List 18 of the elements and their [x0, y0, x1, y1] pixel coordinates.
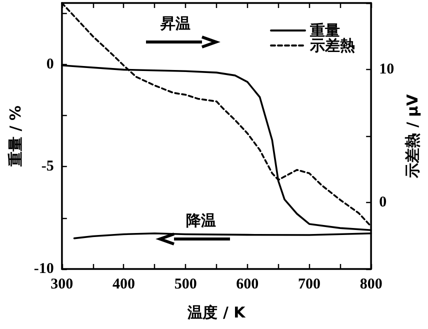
- legend-label: 重量: [309, 22, 340, 40]
- annotation: 昇温: [160, 14, 190, 34]
- annotation: 降温: [186, 212, 216, 231]
- x-tick-label: 800: [360, 276, 382, 292]
- y-axis-title: 重量 / %: [6, 106, 24, 168]
- legend-label: 示差熱: [309, 36, 355, 54]
- x-tick-label: 700: [298, 276, 321, 292]
- y-tick-label: 0: [46, 56, 54, 72]
- x-tick-label: 500: [174, 276, 197, 292]
- x-axis-title: 温度 / K: [186, 304, 247, 322]
- y2-axis-title: 示差熱 / μV: [404, 94, 422, 179]
- x-tick-label: 400: [112, 276, 135, 292]
- x-tick-label: 300: [50, 276, 74, 292]
- y-tick-label: -5: [41, 158, 54, 175]
- y-tick-label: -10: [34, 261, 54, 277]
- x-tick-label: 600: [236, 276, 259, 292]
- y2-tick-label: 10: [379, 62, 394, 78]
- y2-tick-label: 0: [379, 194, 387, 210]
